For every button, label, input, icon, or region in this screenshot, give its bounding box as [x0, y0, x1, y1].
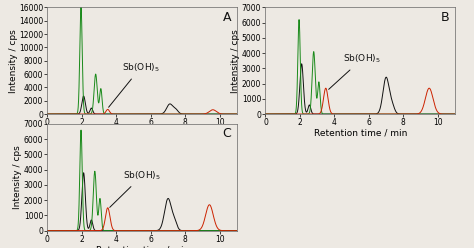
- X-axis label: Retention time / min: Retention time / min: [96, 129, 189, 138]
- Y-axis label: Intensity / cps: Intensity / cps: [9, 29, 18, 93]
- Text: B: B: [441, 11, 449, 24]
- X-axis label: Retention time / min: Retention time / min: [314, 129, 407, 138]
- Text: Sb(OH)$_5$: Sb(OH)$_5$: [328, 53, 381, 89]
- Text: A: A: [223, 11, 231, 24]
- Text: Sb(OH)$_5$: Sb(OH)$_5$: [109, 169, 161, 207]
- Y-axis label: Intensity / cps: Intensity / cps: [231, 29, 240, 93]
- Text: C: C: [223, 127, 231, 140]
- Text: Sb(OH)$_5$: Sb(OH)$_5$: [109, 62, 159, 107]
- Y-axis label: Intensity / cps: Intensity / cps: [13, 145, 22, 209]
- X-axis label: Retention time / min: Retention time / min: [96, 245, 189, 248]
